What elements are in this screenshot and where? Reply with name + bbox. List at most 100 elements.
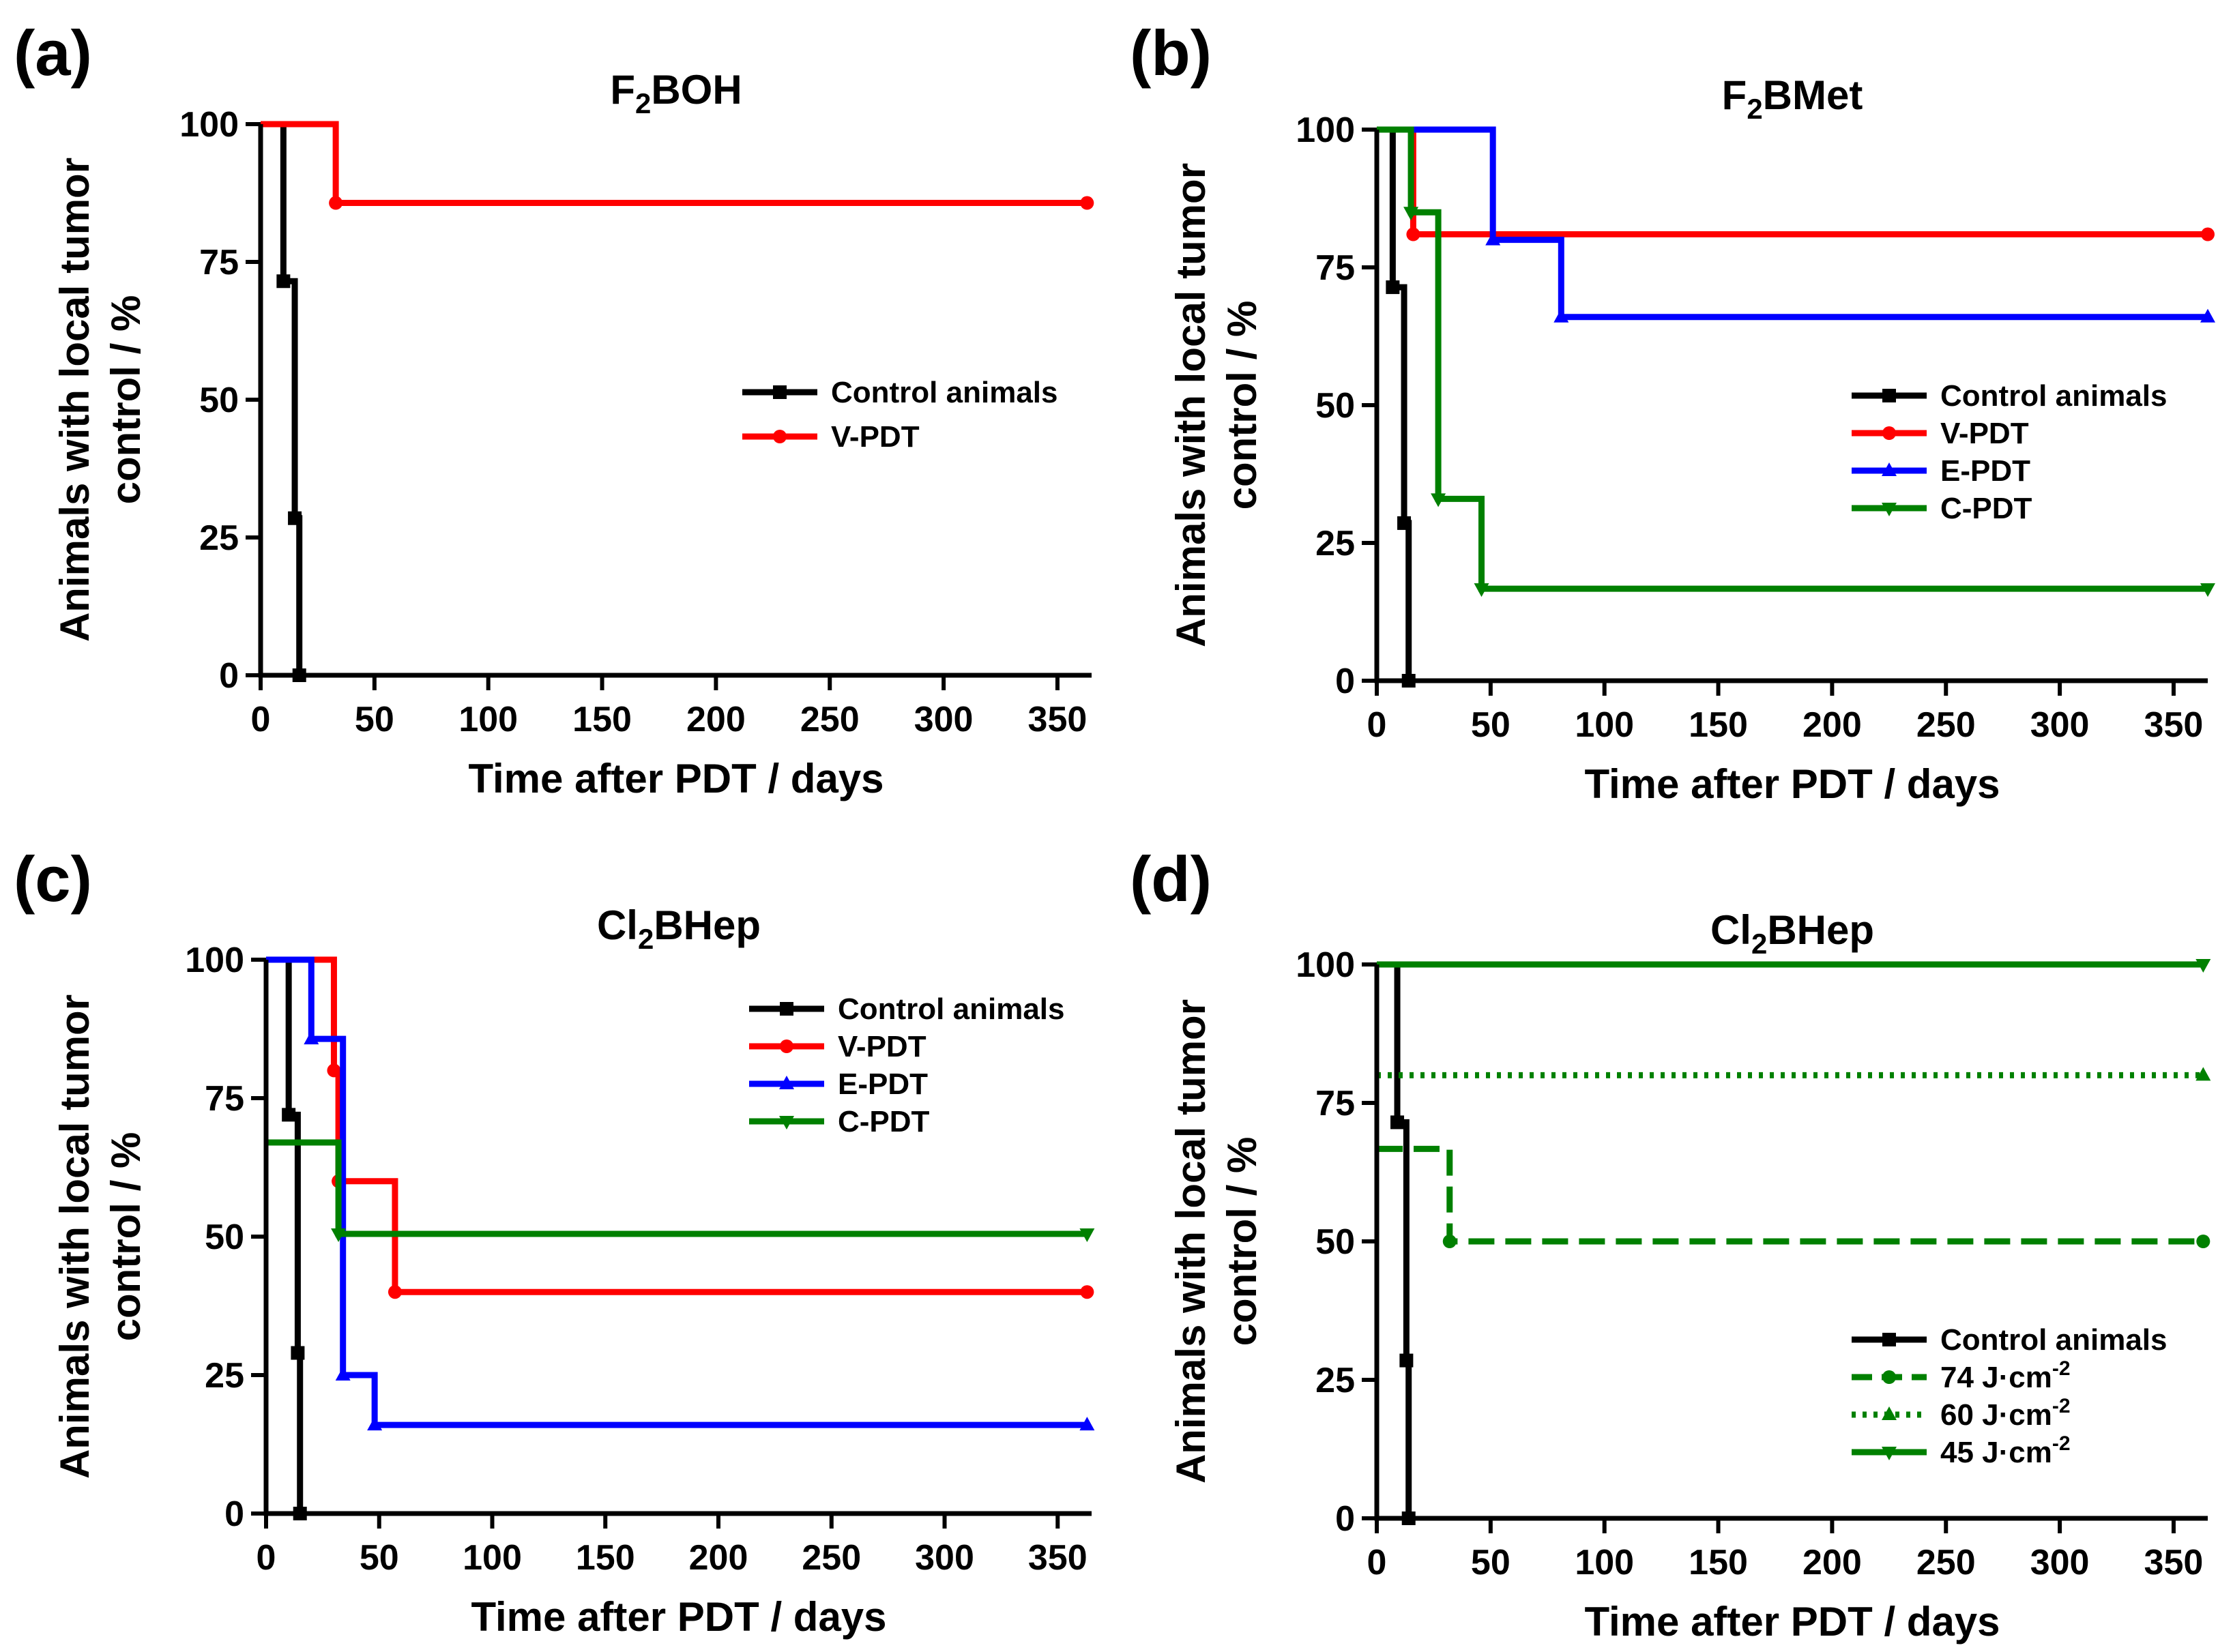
data-point (282, 1108, 296, 1122)
y-tick-label: 50 (1315, 386, 1355, 426)
x-tick-label: 0 (1367, 1543, 1387, 1582)
series-line (261, 121, 303, 675)
y-tick-label: 75 (1315, 248, 1355, 288)
x-tick-label: 300 (914, 700, 974, 739)
y-axis-label-line1: Animals with local tumor (52, 158, 98, 642)
series-0 (266, 956, 307, 1520)
series-line (266, 956, 1088, 1428)
x-tick-label: 350 (1028, 1538, 1088, 1578)
series-1 (261, 121, 1094, 210)
x-tick-label: 100 (458, 700, 518, 739)
x-tick-label: 150 (1689, 705, 1748, 745)
data-point (2201, 227, 2215, 241)
chart-svg: (d) Cl2BHep 0 50 100 150 200 250 300 350 0 25 50 75 10… (1130, 843, 2211, 1644)
data-point (1080, 196, 1094, 210)
x-tick-label: 200 (686, 700, 746, 739)
legend: Control animals V-PDT E-PDT C-PDT (749, 992, 1065, 1138)
panel-c: (c) Cl2BHep 0 50 100 150 200 250 300 350 0 25 50 75 10… (0, 826, 1116, 1652)
legend-marker (779, 1116, 794, 1130)
y-axis-label-line2: control / % (103, 295, 149, 505)
legend-entry: C-PDT (1940, 492, 2032, 525)
data-point (335, 1367, 351, 1381)
y-axis-label-line1: Animals with local tumor (52, 994, 98, 1479)
series-3 (1377, 959, 2211, 973)
x-tick-label: 350 (1028, 700, 1088, 739)
legend-entry: Control animals (1940, 1323, 2168, 1357)
series-line (266, 956, 304, 1514)
x-tick-label: 250 (802, 1538, 861, 1578)
legend-marker (1882, 1447, 1897, 1460)
y-tick-label: 0 (1335, 662, 1355, 701)
legend-marker (773, 385, 787, 399)
data-point (2196, 1235, 2210, 1248)
x-tick-label: 0 (1367, 705, 1387, 745)
legend-entry: 60 J·cm-2 (1940, 1395, 2071, 1432)
y-tick-label: 25 (1315, 1361, 1355, 1400)
panel-label: (d) (1130, 843, 1212, 915)
series-line (266, 956, 1088, 1295)
series-line (1377, 1145, 2204, 1245)
data-point (329, 196, 343, 210)
y-tick-label: 50 (199, 381, 239, 420)
y-tick-label: 100 (185, 941, 244, 980)
y-tick-label: 100 (179, 105, 239, 145)
x-tick-label: 100 (1575, 1543, 1634, 1582)
y-tick-label: 0 (1335, 1499, 1355, 1539)
x-tick-label: 50 (1471, 705, 1510, 745)
legend-entry: 45 J·cm-2 (1940, 1432, 2071, 1469)
data-point (327, 1063, 341, 1078)
series-line (1377, 126, 2208, 238)
panel-label: (a) (14, 17, 92, 89)
series-line (1377, 126, 2208, 321)
data-point (1485, 231, 1501, 246)
y-axis-label-line2: control / % (1219, 1137, 1265, 1346)
data-point (1080, 1285, 1094, 1299)
x-tick-label: 250 (1916, 1543, 1976, 1582)
x-tick-label: 150 (576, 1538, 635, 1578)
panel-label: (c) (14, 843, 92, 915)
legend-entry: 74 J·cm-2 (1940, 1357, 2071, 1394)
x-tick-label: 50 (1471, 1543, 1510, 1582)
series-3 (1377, 126, 2215, 598)
series-1 (1377, 126, 2215, 241)
data-point (1553, 308, 1569, 323)
data-point (1403, 207, 1419, 221)
legend-entry: Control animals (838, 992, 1065, 1026)
data-point (1390, 1115, 1405, 1130)
series-2 (1377, 1067, 2211, 1081)
y-tick-label: 25 (1315, 524, 1355, 563)
y-axis-label-line2: control / % (1219, 301, 1265, 510)
x-tick-label: 150 (1689, 1543, 1748, 1582)
x-tick-label: 50 (355, 700, 394, 739)
panel-d: (d) Cl2BHep 0 50 100 150 200 250 300 350 0 25 50 75 10… (1116, 826, 2232, 1652)
series-1 (1377, 1145, 2210, 1248)
chart-svg: (b) F2BMet 0 50 100 150 200 250 300 350 0 25 50 75 100… (1130, 17, 2215, 807)
series-2 (266, 956, 1095, 1431)
x-axis-label: Time after PDT / days (1584, 761, 2000, 807)
legend-marker (779, 1076, 794, 1089)
panel-b: (b) F2BMet 0 50 100 150 200 250 300 350 0 25 50 75 100… (1116, 0, 2232, 826)
x-tick-label: 350 (2144, 705, 2204, 745)
legend-entry: V-PDT (838, 1030, 926, 1063)
x-tick-label: 0 (257, 1538, 276, 1578)
legend-entry: E-PDT (838, 1067, 928, 1101)
chart-title: Cl2BHep (597, 902, 761, 955)
chart-title: F2BMet (1722, 72, 1863, 125)
legend: Control animals V-PDT E-PDT C-PDT (1852, 379, 2168, 525)
series-0 (261, 121, 306, 682)
series-1 (266, 956, 1094, 1299)
series-line (261, 121, 1088, 207)
y-tick-label: 75 (1315, 1084, 1355, 1123)
series-line (1377, 126, 2208, 592)
data-point (367, 1417, 383, 1431)
data-point (1079, 1228, 1095, 1242)
x-tick-label: 150 (572, 700, 632, 739)
legend-entry: C-PDT (838, 1105, 930, 1138)
data-point (331, 1228, 347, 1242)
x-tick-label: 200 (1803, 705, 1862, 745)
legend: Control animals V-PDT (742, 376, 1058, 454)
legend-marker (773, 430, 787, 443)
y-tick-label: 100 (1296, 945, 1355, 985)
legend-marker (1882, 389, 1896, 402)
